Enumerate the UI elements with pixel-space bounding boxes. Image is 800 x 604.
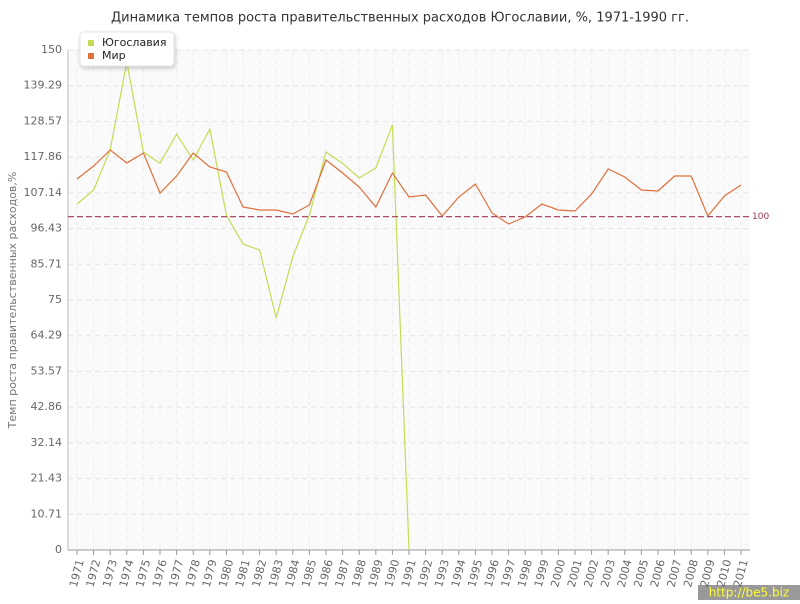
y-tick-label: 53.57 xyxy=(31,364,63,377)
y-tick-label: 32.14 xyxy=(31,436,63,449)
legend-label: Мир xyxy=(102,49,126,62)
legend-swatch xyxy=(88,40,94,46)
x-tick-label: 2011 xyxy=(731,558,751,588)
series-line xyxy=(76,61,410,551)
y-tick-label: 10.71 xyxy=(31,507,63,520)
y-tick-label: 85.71 xyxy=(31,257,63,270)
watermark-bg xyxy=(698,585,800,600)
legend-box xyxy=(79,31,175,67)
legend-swatch xyxy=(88,53,94,59)
legend-label: Югославия xyxy=(102,36,166,49)
y-tick-label: 107.14 xyxy=(24,186,63,199)
y-tick-label: 96.43 xyxy=(31,222,63,235)
y-tick-label: 128.57 xyxy=(24,114,63,127)
y-tick-label: 117.86 xyxy=(24,150,63,163)
series-line xyxy=(76,149,742,225)
chart-title: Динамика темпов роста правительственных … xyxy=(111,11,689,26)
y-tick-label: 21.43 xyxy=(31,472,63,485)
y-axis-title: Темп роста правительственных расходов,% xyxy=(6,172,19,430)
y-tick-label: 0 xyxy=(55,543,62,556)
reference-label: 100 xyxy=(752,212,769,222)
y-tick-label: 42.86 xyxy=(31,400,63,413)
watermark: http://be5.biz xyxy=(709,586,789,600)
y-tick-label: 150 xyxy=(41,43,62,56)
y-tick-label: 139.29 xyxy=(24,79,63,92)
y-tick-label: 64.29 xyxy=(31,329,63,342)
y-tick-label: 75 xyxy=(48,293,62,306)
